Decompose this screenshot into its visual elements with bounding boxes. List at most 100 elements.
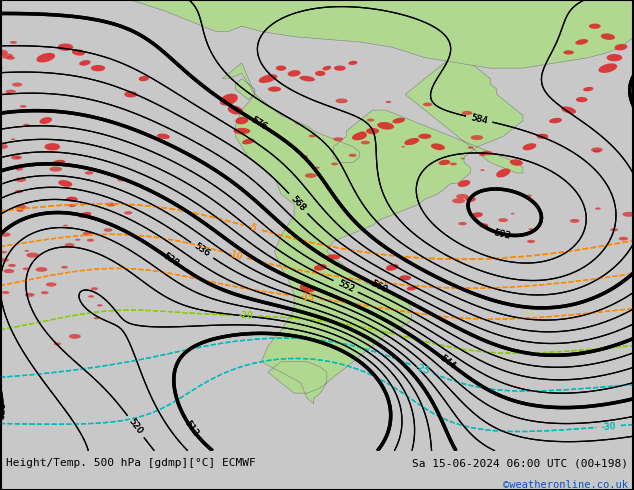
Ellipse shape xyxy=(377,122,394,130)
Ellipse shape xyxy=(385,101,391,103)
Ellipse shape xyxy=(219,94,238,106)
Ellipse shape xyxy=(349,61,358,65)
Ellipse shape xyxy=(359,131,366,134)
Ellipse shape xyxy=(456,194,469,199)
Ellipse shape xyxy=(607,54,622,61)
Ellipse shape xyxy=(15,205,27,210)
Ellipse shape xyxy=(4,269,14,273)
Ellipse shape xyxy=(335,98,347,103)
Ellipse shape xyxy=(233,128,250,134)
Text: 576: 576 xyxy=(624,89,634,107)
Ellipse shape xyxy=(0,250,3,254)
Ellipse shape xyxy=(468,147,474,149)
Ellipse shape xyxy=(315,71,325,76)
Ellipse shape xyxy=(22,268,29,270)
Ellipse shape xyxy=(576,97,588,102)
Ellipse shape xyxy=(23,123,30,126)
Ellipse shape xyxy=(361,141,370,145)
Ellipse shape xyxy=(86,179,91,181)
Ellipse shape xyxy=(462,111,472,115)
Ellipse shape xyxy=(406,286,417,291)
Text: 592: 592 xyxy=(493,228,512,240)
Text: -20: -20 xyxy=(238,311,254,320)
Ellipse shape xyxy=(458,180,470,187)
Ellipse shape xyxy=(6,90,16,94)
Text: 552: 552 xyxy=(336,279,355,294)
Ellipse shape xyxy=(0,49,8,55)
Ellipse shape xyxy=(510,213,515,215)
Ellipse shape xyxy=(44,143,60,150)
Ellipse shape xyxy=(0,53,13,59)
Ellipse shape xyxy=(97,304,103,307)
Ellipse shape xyxy=(41,291,49,294)
Ellipse shape xyxy=(124,91,137,98)
Ellipse shape xyxy=(549,118,562,123)
Text: 520: 520 xyxy=(127,417,145,436)
Text: 560: 560 xyxy=(369,278,389,294)
Ellipse shape xyxy=(6,56,15,60)
Ellipse shape xyxy=(481,151,493,155)
Ellipse shape xyxy=(87,239,94,242)
Ellipse shape xyxy=(94,317,100,319)
Ellipse shape xyxy=(299,76,315,81)
Ellipse shape xyxy=(11,155,22,160)
Text: -20: -20 xyxy=(238,311,254,320)
Ellipse shape xyxy=(439,160,450,165)
Ellipse shape xyxy=(614,44,628,50)
Ellipse shape xyxy=(610,228,618,231)
Text: -15: -15 xyxy=(299,292,315,303)
Text: ©weatheronline.co.uk: ©weatheronline.co.uk xyxy=(503,480,628,490)
Ellipse shape xyxy=(479,154,485,156)
Text: 560: 560 xyxy=(369,278,389,294)
Polygon shape xyxy=(223,58,523,404)
Ellipse shape xyxy=(570,219,579,223)
Text: 568: 568 xyxy=(289,194,307,213)
Ellipse shape xyxy=(15,177,26,182)
Ellipse shape xyxy=(301,155,308,158)
Ellipse shape xyxy=(314,264,327,270)
Ellipse shape xyxy=(91,65,105,71)
Text: 528: 528 xyxy=(160,251,180,268)
Text: 536: 536 xyxy=(192,242,212,259)
Ellipse shape xyxy=(404,138,419,145)
Ellipse shape xyxy=(314,167,320,169)
Ellipse shape xyxy=(496,169,510,177)
Ellipse shape xyxy=(401,146,405,147)
Ellipse shape xyxy=(91,287,98,290)
Ellipse shape xyxy=(10,41,17,44)
Ellipse shape xyxy=(124,211,133,215)
Ellipse shape xyxy=(510,159,523,166)
Ellipse shape xyxy=(0,144,8,149)
Ellipse shape xyxy=(103,228,112,232)
Ellipse shape xyxy=(583,87,593,91)
Ellipse shape xyxy=(88,295,94,297)
Text: 584: 584 xyxy=(470,113,489,125)
Text: 544: 544 xyxy=(438,353,457,370)
Ellipse shape xyxy=(595,207,600,210)
Ellipse shape xyxy=(228,105,243,115)
Ellipse shape xyxy=(288,70,301,76)
Text: -15: -15 xyxy=(299,292,315,303)
Ellipse shape xyxy=(61,266,68,269)
Text: 576: 576 xyxy=(624,89,634,107)
Text: 576: 576 xyxy=(249,115,268,132)
Ellipse shape xyxy=(36,53,55,62)
Ellipse shape xyxy=(367,119,374,122)
Ellipse shape xyxy=(2,291,10,294)
Ellipse shape xyxy=(465,196,476,202)
Ellipse shape xyxy=(589,24,600,29)
Text: 552: 552 xyxy=(336,279,355,294)
Ellipse shape xyxy=(117,178,124,181)
Ellipse shape xyxy=(82,232,93,236)
Ellipse shape xyxy=(386,264,398,271)
Ellipse shape xyxy=(349,154,357,157)
Ellipse shape xyxy=(58,180,72,187)
Ellipse shape xyxy=(470,135,483,140)
Text: 576: 576 xyxy=(249,115,268,132)
Ellipse shape xyxy=(68,204,76,207)
Ellipse shape xyxy=(27,163,36,167)
Ellipse shape xyxy=(53,343,61,345)
Ellipse shape xyxy=(333,137,344,141)
Ellipse shape xyxy=(480,169,484,171)
Ellipse shape xyxy=(15,190,23,193)
